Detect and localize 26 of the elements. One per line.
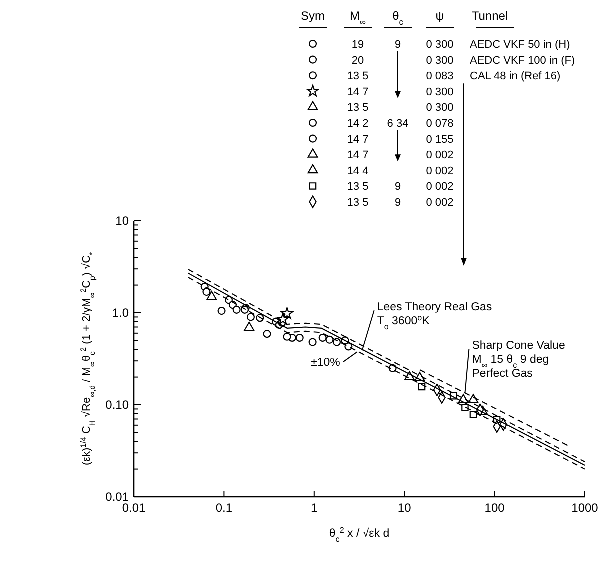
x-axis-title: θ$_{c}$$^{2}$ x / √εk d	[329, 526, 390, 544]
x-tick-label: 10	[398, 501, 412, 515]
text: 13 5 9 0 002	[347, 197, 454, 209]
x-tick-label: 0.1	[216, 501, 233, 515]
text: 14 7 0 300	[347, 86, 454, 98]
annotation: ±10%	[311, 357, 340, 370]
text: 14 7 0 155	[347, 134, 454, 146]
y-tick-label: 10	[116, 214, 130, 228]
x-tick-label: 1	[311, 501, 318, 515]
x-tick-label: 0.01	[122, 501, 146, 515]
text: 14 4 0 002	[347, 165, 454, 178]
y-tick-label: 1.0	[112, 306, 130, 320]
x-tick-label: 100	[484, 501, 506, 515]
annotation: Sharp Cone Value M$_{∞}$ 15 θ$_{c}$ 9 deg Perfect Gas	[472, 340, 566, 380]
text: 14 7 0 002	[347, 150, 454, 162]
text: 13 5 0 083 CAL 48 in (Ref 16)	[347, 70, 561, 83]
text: 20 0 300 AEDC VKF 100 in (F)	[352, 54, 576, 67]
text: 13 5 9 0 002	[347, 181, 454, 194]
y-tick-label: 0.10	[106, 398, 130, 412]
text: 19 9 0 300 AEDC VKF 50 in (H)	[352, 39, 570, 51]
text: 13 5 0 300	[347, 102, 454, 114]
text: 14 2 6 34 0 078	[347, 118, 454, 130]
annotation: Lees Theory Real Gas T$_{o}$ 3600$^{o}$K	[377, 302, 492, 332]
x-tick-label: 1000	[572, 501, 599, 515]
text: Sym M$_{∞}$ θ$_{c}$ ψ Tunnel	[301, 9, 508, 27]
y-tick-label: 0.01	[106, 490, 130, 504]
